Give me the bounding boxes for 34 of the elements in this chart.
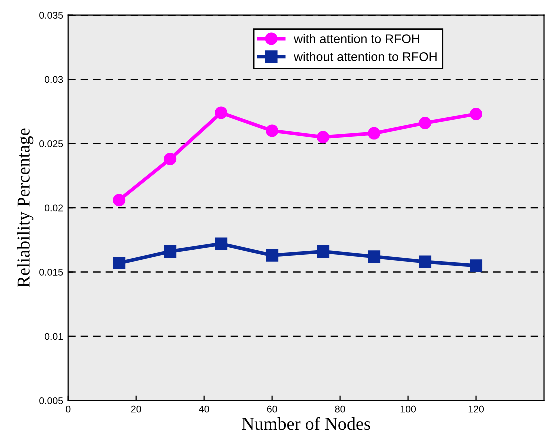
y-tick-label: 0.025	[40, 140, 64, 148]
y-tick-label: 0.035	[40, 12, 64, 19]
legend-label: without attention to RFOH	[294, 52, 437, 62]
point	[368, 127, 381, 140]
y-tick-label: 0.015	[40, 269, 64, 276]
point	[164, 152, 177, 166]
point	[419, 256, 432, 268]
y-tick-label: 0.02	[44, 204, 64, 212]
x-tick-label: 40	[199, 406, 210, 413]
legend-label: with attention to RFOH	[294, 34, 420, 44]
point	[266, 249, 279, 262]
point	[317, 245, 330, 258]
point	[164, 245, 177, 258]
y-tick-label: 0.03	[44, 76, 64, 84]
x-tick-label: 20	[131, 406, 142, 413]
point	[470, 108, 483, 121]
x-tick-label: 80	[335, 406, 346, 413]
x-tick-label: 60	[267, 406, 278, 413]
x-axis-title: Number of Nodes	[242, 417, 370, 430]
point	[215, 106, 228, 120]
x-tick-label: 0	[66, 406, 71, 413]
point	[113, 257, 126, 270]
point	[470, 260, 483, 272]
y-tick-label: 0.005	[40, 398, 64, 404]
point	[317, 131, 330, 144]
x-tick-label: 100	[400, 406, 416, 413]
point	[266, 124, 279, 138]
point	[215, 238, 228, 250]
point	[419, 117, 432, 130]
x-tick-label: 120	[468, 406, 484, 413]
y-tick-label: 0.01	[44, 333, 64, 340]
y-axis-title: Reliability Percentage	[17, 128, 34, 288]
point	[113, 194, 126, 207]
point	[368, 250, 381, 264]
